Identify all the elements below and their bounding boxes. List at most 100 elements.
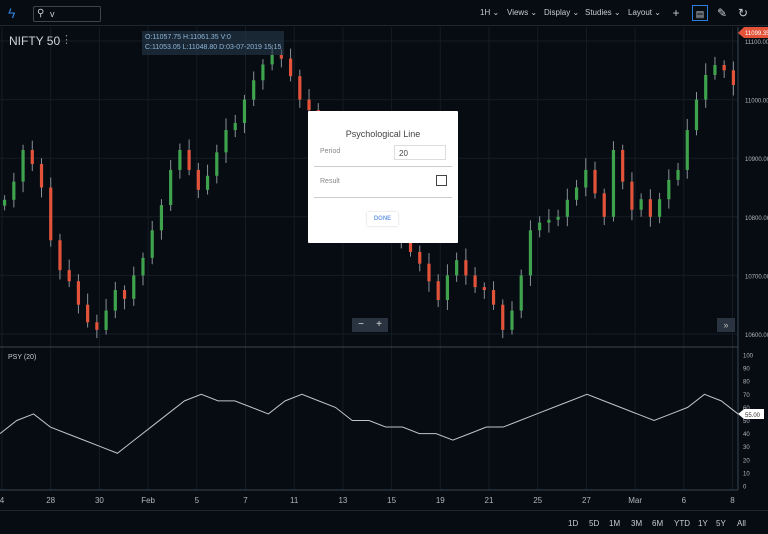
- ohlc-readout: O:11057.75 H:11061.35 V:0 C:11053.05 L:11…: [142, 31, 285, 55]
- chart-overlay-icon[interactable]: ▤: [692, 5, 708, 21]
- crosshair-plus-icon[interactable]: +: [672, 6, 680, 20]
- result-checkbox[interactable]: [436, 175, 447, 186]
- candle-body: [67, 270, 71, 282]
- candle-body: [95, 322, 99, 330]
- candle-body: [39, 164, 44, 188]
- top-toolbar: ϟ ⚲ v 1H ⌄ Views ⌄ Display ⌄ Studies ⌄ La…: [0, 0, 768, 26]
- candle-body: [132, 275, 136, 299]
- price-tick-label: 11000.00: [745, 99, 768, 105]
- x-tick-label: 28: [46, 496, 55, 505]
- zoom-in-button[interactable]: +: [376, 319, 382, 330]
- price-tick-label: 10700.00: [745, 274, 768, 280]
- candle-body: [233, 123, 237, 131]
- range-5y[interactable]: 5Y: [716, 519, 726, 528]
- x-tick-label: Mar: [628, 496, 642, 505]
- price-tick-label: 10900.00: [745, 157, 768, 163]
- candle-body: [510, 310, 514, 330]
- layout-menu[interactable]: Layout ⌄: [628, 8, 661, 17]
- candle-body: [49, 187, 53, 241]
- candle-body: [261, 64, 265, 81]
- candle-body: [704, 74, 708, 100]
- range-bar: 1D 5D 1M 3M 6M YTD 1Y 5Y All: [0, 510, 768, 534]
- x-tick-label: 19: [436, 496, 445, 505]
- candle-body: [584, 169, 588, 188]
- draw-pencil-icon[interactable]: ✎: [716, 6, 728, 20]
- candle-body: [187, 149, 191, 170]
- x-tick-label: 15: [387, 496, 396, 505]
- divider: [314, 197, 452, 198]
- x-tick-label: 6: [682, 496, 687, 505]
- candle-body: [538, 222, 542, 231]
- search-icon: ⚲: [37, 8, 45, 19]
- candle-body: [288, 58, 293, 77]
- candle-body: [574, 187, 579, 200]
- range-ytd[interactable]: YTD: [674, 519, 690, 528]
- symbol-title: NIFTY 50: [9, 34, 61, 48]
- x-tick-label: 7: [243, 496, 248, 505]
- range-all[interactable]: All: [737, 519, 746, 528]
- candle-body: [501, 304, 505, 330]
- candle-body: [30, 149, 34, 165]
- psy-tick-label: 60: [743, 406, 750, 412]
- psy-tick-label: 40: [743, 432, 750, 438]
- candle-body: [159, 205, 164, 231]
- x-tick-label: 8: [730, 496, 735, 505]
- candle-body: [713, 65, 717, 75]
- psy-tick-label: 30: [743, 445, 750, 451]
- x-tick-label: 5: [195, 496, 200, 505]
- x-tick-label: 30: [95, 496, 104, 505]
- candle-body: [676, 169, 680, 180]
- candle-body: [722, 65, 726, 71]
- candle-body: [252, 80, 256, 100]
- x-tick-label: 4: [0, 496, 5, 505]
- psy-tick-label: 0: [743, 485, 747, 491]
- candle-body: [169, 169, 173, 206]
- result-label: Result: [320, 178, 340, 185]
- candle-body: [215, 152, 219, 176]
- studies-menu[interactable]: Studies ⌄: [585, 8, 621, 17]
- psy-tick-label: 80: [743, 380, 750, 386]
- candle-body: [178, 149, 182, 170]
- range-1d[interactable]: 1D: [568, 519, 579, 528]
- psy-tick-label: 100: [743, 354, 754, 360]
- study-settings-dialog: Psychological Line Period 20 Result DONE: [308, 111, 458, 243]
- x-tick-label: 11: [290, 496, 299, 505]
- candle-body: [556, 216, 560, 220]
- range-6m[interactable]: 6M: [652, 519, 664, 528]
- candle-body: [648, 199, 652, 217]
- reset-icon[interactable]: ↻: [737, 6, 749, 20]
- range-5d[interactable]: 5D: [589, 519, 600, 528]
- x-tick-label: 27: [582, 496, 591, 505]
- symbol-menu-icon[interactable]: ⋮: [61, 34, 72, 46]
- psy-tick-label: 90: [743, 367, 750, 373]
- candle-body: [279, 55, 283, 59]
- display-menu[interactable]: Display ⌄: [544, 8, 580, 17]
- price-chart[interactable]: 4 28 30 Feb 5 7 11 13 15 19 21 25 27 Mar 6 8 11100.00 110…: [0, 27, 768, 510]
- candle-body: [122, 290, 127, 299]
- current-price-label: 11099.35: [745, 31, 768, 37]
- candle-body: [298, 76, 302, 100]
- range-3m[interactable]: 3M: [631, 519, 643, 528]
- candle-body: [436, 281, 440, 301]
- zoom-out-button[interactable]: −: [358, 319, 364, 330]
- views-menu[interactable]: Views ⌄: [507, 8, 538, 17]
- candle-body: [150, 230, 154, 258]
- candle-body: [86, 304, 90, 323]
- range-1m[interactable]: 1M: [609, 519, 621, 528]
- candle-body: [685, 130, 689, 170]
- logo-bolt-icon[interactable]: ϟ: [8, 5, 16, 21]
- scroll-right-button[interactable]: »: [717, 318, 735, 332]
- x-tick-label: 13: [338, 496, 347, 505]
- candle-body: [205, 175, 210, 190]
- done-button[interactable]: DONE: [367, 212, 398, 226]
- interval-dropdown[interactable]: 1H ⌄: [480, 8, 500, 17]
- period-input[interactable]: 20: [394, 145, 446, 160]
- candle-body: [455, 260, 459, 276]
- x-tick-label: Feb: [141, 496, 155, 505]
- current-price-tag: [738, 27, 768, 38]
- candle-body: [473, 275, 477, 288]
- symbol-search-input[interactable]: ⚲ v: [33, 6, 101, 22]
- candle-body: [667, 179, 671, 200]
- range-1y[interactable]: 1Y: [698, 519, 708, 528]
- candle-body: [464, 260, 468, 276]
